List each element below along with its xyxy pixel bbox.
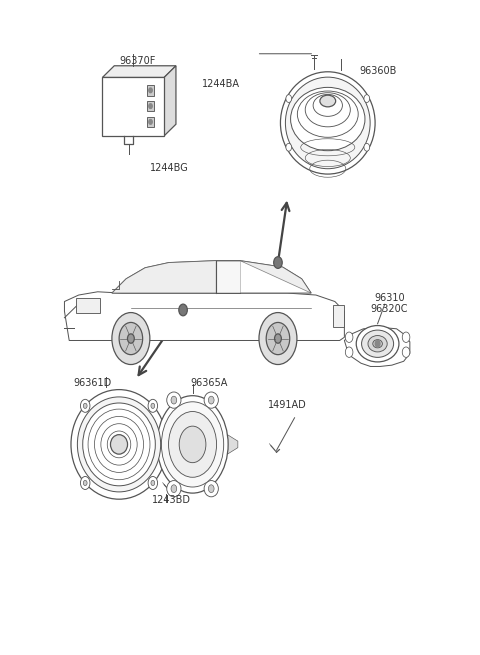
Ellipse shape bbox=[157, 396, 228, 493]
Circle shape bbox=[375, 341, 380, 347]
Ellipse shape bbox=[168, 411, 216, 477]
Circle shape bbox=[171, 396, 177, 404]
Circle shape bbox=[149, 88, 152, 92]
Polygon shape bbox=[112, 261, 311, 293]
Ellipse shape bbox=[71, 390, 167, 499]
Circle shape bbox=[119, 322, 143, 354]
Circle shape bbox=[274, 257, 282, 269]
Text: 96365A: 96365A bbox=[191, 378, 228, 388]
Circle shape bbox=[402, 332, 410, 343]
Polygon shape bbox=[228, 435, 238, 454]
Circle shape bbox=[148, 400, 157, 412]
Ellipse shape bbox=[179, 426, 206, 462]
Circle shape bbox=[84, 403, 87, 409]
Ellipse shape bbox=[361, 330, 394, 358]
Text: 1243BD: 1243BD bbox=[152, 495, 191, 504]
Text: 1244BA: 1244BA bbox=[202, 79, 240, 89]
Text: 96360B: 96360B bbox=[359, 66, 396, 76]
Circle shape bbox=[149, 120, 152, 124]
Bar bbox=[76, 298, 100, 312]
Ellipse shape bbox=[297, 91, 358, 138]
Ellipse shape bbox=[204, 481, 218, 496]
Polygon shape bbox=[112, 261, 216, 293]
Ellipse shape bbox=[77, 397, 161, 492]
Circle shape bbox=[128, 334, 134, 343]
Circle shape bbox=[266, 322, 290, 354]
Polygon shape bbox=[344, 328, 410, 366]
Circle shape bbox=[148, 476, 157, 489]
Ellipse shape bbox=[167, 392, 181, 408]
Circle shape bbox=[345, 347, 353, 358]
Ellipse shape bbox=[305, 93, 350, 127]
Circle shape bbox=[151, 403, 155, 409]
Bar bbox=[333, 305, 344, 328]
Circle shape bbox=[151, 480, 155, 485]
Circle shape bbox=[286, 95, 291, 102]
Polygon shape bbox=[216, 261, 240, 293]
Ellipse shape bbox=[110, 435, 128, 454]
Circle shape bbox=[364, 143, 370, 151]
Ellipse shape bbox=[161, 402, 224, 487]
Ellipse shape bbox=[167, 481, 181, 496]
Circle shape bbox=[345, 332, 353, 343]
Circle shape bbox=[364, 95, 370, 102]
Circle shape bbox=[179, 304, 187, 316]
Ellipse shape bbox=[280, 72, 375, 174]
Ellipse shape bbox=[83, 403, 156, 486]
Circle shape bbox=[171, 485, 177, 493]
Circle shape bbox=[208, 396, 214, 404]
Circle shape bbox=[84, 480, 87, 485]
Bar bbox=[147, 101, 154, 111]
Bar bbox=[147, 117, 154, 127]
Circle shape bbox=[149, 103, 152, 109]
Ellipse shape bbox=[320, 95, 336, 107]
Polygon shape bbox=[240, 261, 311, 293]
Ellipse shape bbox=[286, 77, 370, 169]
Circle shape bbox=[81, 476, 90, 489]
Text: 1491AD: 1491AD bbox=[268, 400, 307, 411]
Text: 1244BG: 1244BG bbox=[149, 163, 188, 174]
Bar bbox=[102, 77, 164, 136]
Text: 96320C: 96320C bbox=[371, 305, 408, 314]
Circle shape bbox=[112, 312, 150, 365]
Ellipse shape bbox=[290, 87, 365, 151]
Circle shape bbox=[81, 400, 90, 412]
Ellipse shape bbox=[204, 392, 218, 408]
Circle shape bbox=[259, 312, 297, 365]
Text: 96310: 96310 bbox=[374, 293, 405, 303]
Polygon shape bbox=[102, 66, 176, 77]
Text: 96370F: 96370F bbox=[120, 56, 156, 66]
Circle shape bbox=[402, 347, 410, 358]
Bar bbox=[147, 85, 154, 96]
Ellipse shape bbox=[356, 326, 399, 362]
Ellipse shape bbox=[368, 335, 387, 352]
Circle shape bbox=[286, 143, 291, 151]
Circle shape bbox=[208, 485, 214, 493]
Polygon shape bbox=[64, 291, 344, 341]
Circle shape bbox=[275, 334, 281, 343]
Ellipse shape bbox=[313, 94, 342, 117]
Ellipse shape bbox=[373, 340, 383, 348]
Text: 96361D: 96361D bbox=[74, 378, 112, 388]
Polygon shape bbox=[164, 66, 176, 136]
